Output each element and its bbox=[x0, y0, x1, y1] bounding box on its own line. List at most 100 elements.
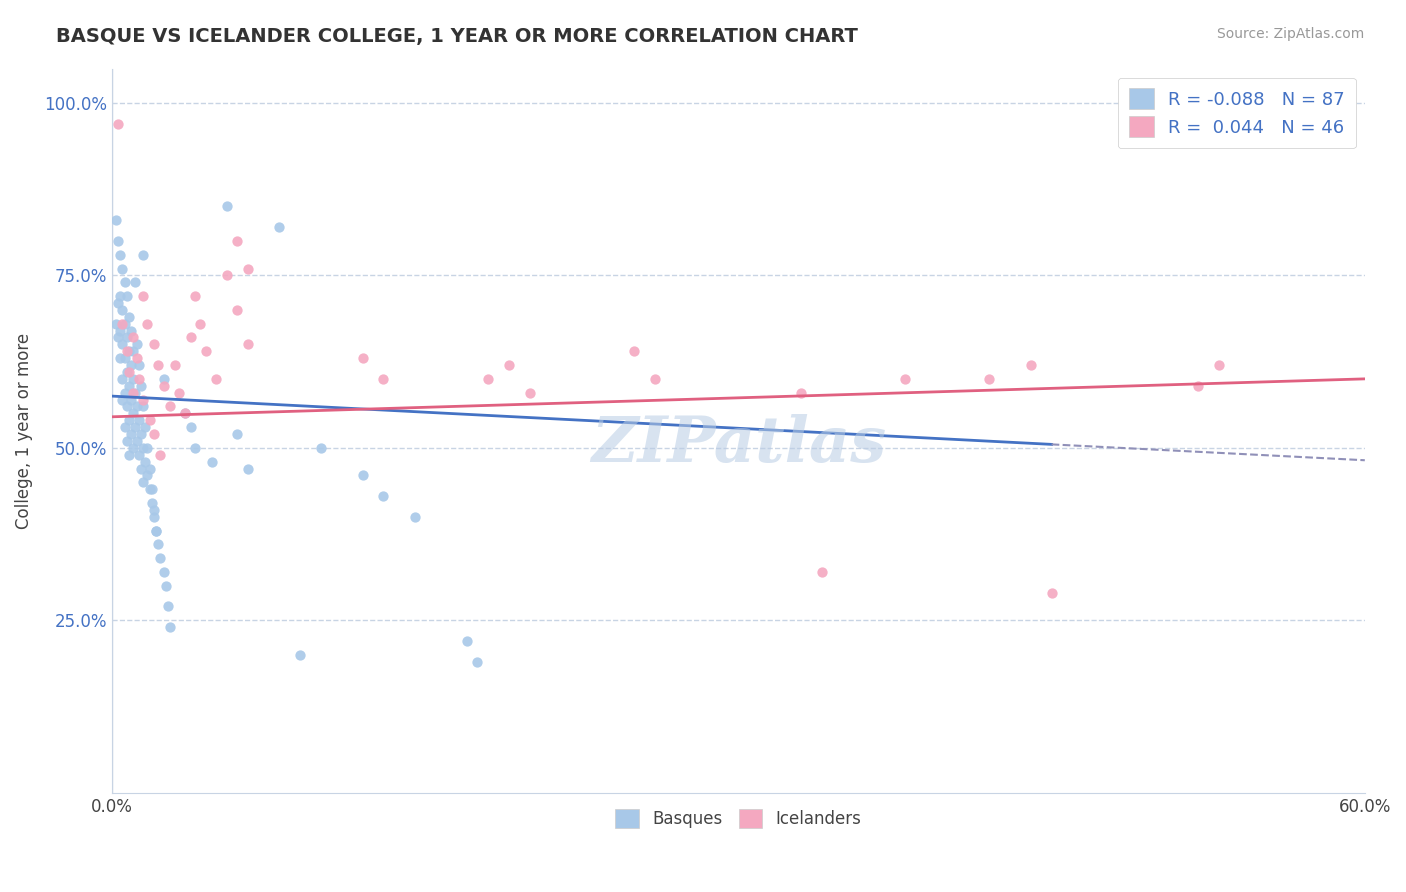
Point bbox=[105, 317, 128, 331]
Point bbox=[132, 392, 155, 407]
Point bbox=[128, 413, 150, 427]
Point bbox=[184, 441, 207, 455]
Point bbox=[115, 434, 138, 448]
Point bbox=[128, 358, 150, 372]
Point bbox=[121, 441, 143, 455]
Point bbox=[159, 400, 181, 414]
Point bbox=[1040, 585, 1063, 599]
Point bbox=[107, 234, 129, 248]
Point bbox=[811, 565, 834, 579]
Point bbox=[226, 302, 249, 317]
Point bbox=[352, 468, 374, 483]
Point bbox=[153, 565, 176, 579]
Point bbox=[352, 351, 374, 366]
Point bbox=[114, 420, 136, 434]
Point bbox=[121, 344, 143, 359]
Point bbox=[288, 648, 311, 662]
Point bbox=[118, 344, 141, 359]
Point bbox=[146, 358, 169, 372]
Point bbox=[790, 385, 813, 400]
Point bbox=[134, 455, 156, 469]
Point bbox=[498, 358, 520, 372]
Point bbox=[194, 344, 217, 359]
Y-axis label: College, 1 year or more: College, 1 year or more bbox=[15, 333, 32, 529]
Point bbox=[644, 372, 666, 386]
Point bbox=[477, 372, 499, 386]
Point bbox=[138, 413, 160, 427]
Point bbox=[155, 579, 177, 593]
Point bbox=[111, 337, 134, 351]
Point bbox=[128, 448, 150, 462]
Point bbox=[894, 372, 917, 386]
Point bbox=[110, 289, 132, 303]
Point bbox=[107, 296, 129, 310]
Point bbox=[188, 317, 211, 331]
Point bbox=[201, 455, 224, 469]
Point bbox=[111, 372, 134, 386]
Point bbox=[145, 524, 167, 538]
Point bbox=[138, 461, 160, 475]
Point bbox=[129, 378, 152, 392]
Point bbox=[118, 310, 141, 324]
Point bbox=[125, 434, 148, 448]
Point bbox=[132, 400, 155, 414]
Point bbox=[111, 392, 134, 407]
Point bbox=[977, 372, 1000, 386]
Point bbox=[205, 372, 228, 386]
Point bbox=[236, 461, 259, 475]
Point bbox=[125, 400, 148, 414]
Point bbox=[129, 461, 152, 475]
Point bbox=[1019, 358, 1042, 372]
Point bbox=[115, 289, 138, 303]
Point bbox=[141, 496, 163, 510]
Point bbox=[114, 317, 136, 331]
Legend: Basques, Icelanders: Basques, Icelanders bbox=[609, 803, 868, 835]
Point bbox=[118, 413, 141, 427]
Point bbox=[184, 289, 207, 303]
Point bbox=[120, 358, 142, 372]
Point bbox=[467, 655, 489, 669]
Point bbox=[114, 275, 136, 289]
Point bbox=[138, 482, 160, 496]
Point bbox=[132, 475, 155, 490]
Point bbox=[124, 385, 146, 400]
Point bbox=[121, 372, 143, 386]
Point bbox=[110, 351, 132, 366]
Point bbox=[114, 385, 136, 400]
Point bbox=[118, 378, 141, 392]
Point bbox=[121, 385, 143, 400]
Point bbox=[142, 337, 165, 351]
Point bbox=[167, 385, 190, 400]
Point bbox=[180, 420, 202, 434]
Point bbox=[121, 406, 143, 420]
Text: BASQUE VS ICELANDER COLLEGE, 1 YEAR OR MORE CORRELATION CHART: BASQUE VS ICELANDER COLLEGE, 1 YEAR OR M… bbox=[56, 27, 858, 45]
Point bbox=[115, 400, 138, 414]
Point bbox=[132, 289, 155, 303]
Point bbox=[519, 385, 541, 400]
Point bbox=[105, 213, 128, 227]
Point bbox=[136, 468, 159, 483]
Point bbox=[120, 392, 142, 407]
Point bbox=[163, 358, 186, 372]
Point bbox=[236, 261, 259, 276]
Point bbox=[114, 351, 136, 366]
Point bbox=[157, 599, 180, 614]
Point bbox=[115, 344, 138, 359]
Point bbox=[124, 420, 146, 434]
Point bbox=[174, 406, 197, 420]
Point bbox=[404, 509, 426, 524]
Point bbox=[142, 503, 165, 517]
Point bbox=[110, 324, 132, 338]
Point bbox=[120, 427, 142, 442]
Point bbox=[107, 330, 129, 344]
Point bbox=[1187, 378, 1209, 392]
Point bbox=[226, 234, 249, 248]
Point bbox=[124, 275, 146, 289]
Point bbox=[142, 509, 165, 524]
Point bbox=[215, 268, 238, 283]
Point bbox=[111, 317, 134, 331]
Point bbox=[118, 448, 141, 462]
Point bbox=[145, 524, 167, 538]
Point bbox=[1208, 358, 1230, 372]
Point bbox=[180, 330, 202, 344]
